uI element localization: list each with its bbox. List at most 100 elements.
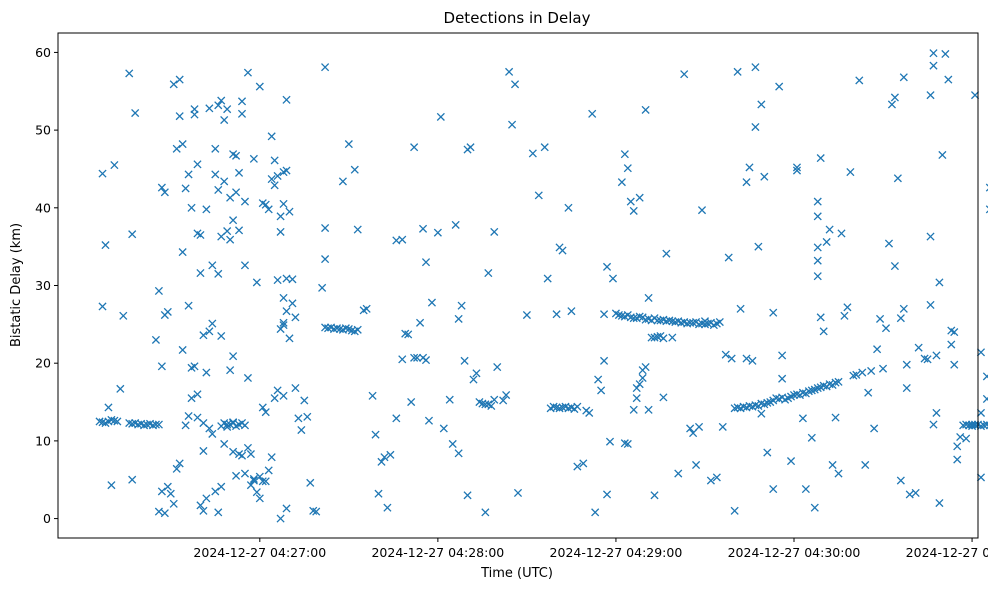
data-point bbox=[858, 368, 867, 377]
data-point bbox=[644, 405, 653, 414]
data-point bbox=[807, 433, 816, 442]
data-point bbox=[689, 429, 698, 438]
data-point bbox=[398, 235, 407, 244]
data-point bbox=[786, 457, 796, 466]
data-point bbox=[979, 421, 988, 430]
data-point bbox=[938, 150, 947, 160]
data-point bbox=[742, 354, 751, 363]
data-point bbox=[745, 163, 754, 172]
data-point bbox=[255, 494, 264, 503]
data-point bbox=[822, 237, 831, 247]
data-point bbox=[962, 420, 971, 429]
data-point bbox=[243, 373, 252, 383]
data-point bbox=[353, 225, 362, 234]
data-point bbox=[549, 402, 558, 411]
data-point bbox=[196, 230, 205, 240]
data-point bbox=[243, 68, 252, 77]
data-point bbox=[629, 206, 638, 215]
data-point bbox=[202, 494, 211, 503]
data-point bbox=[804, 387, 813, 396]
data-point bbox=[303, 412, 312, 421]
data-point bbox=[840, 311, 849, 320]
data-point bbox=[499, 396, 508, 405]
data-point bbox=[935, 498, 944, 508]
data-point bbox=[187, 203, 196, 212]
data-point bbox=[932, 351, 941, 360]
data-point bbox=[98, 169, 107, 178]
data-point bbox=[98, 302, 107, 311]
data-point bbox=[985, 183, 988, 192]
data-point bbox=[421, 356, 431, 365]
data-point bbox=[831, 413, 840, 422]
data-point bbox=[154, 286, 163, 295]
data-point bbox=[107, 415, 116, 424]
data-point bbox=[199, 446, 208, 456]
data-point bbox=[775, 82, 784, 91]
data-point bbox=[721, 350, 730, 359]
data-point bbox=[641, 363, 650, 372]
data-point bbox=[329, 324, 339, 334]
data-marks bbox=[95, 49, 988, 523]
data-point bbox=[279, 318, 288, 327]
data-point bbox=[421, 258, 431, 267]
data-point bbox=[600, 310, 609, 319]
data-point bbox=[751, 122, 760, 132]
data-point bbox=[234, 450, 244, 459]
data-point bbox=[172, 464, 181, 473]
data-point bbox=[976, 473, 986, 482]
data-point bbox=[819, 327, 828, 336]
data-point bbox=[273, 386, 282, 395]
data-point bbox=[834, 377, 843, 386]
data-point bbox=[261, 408, 270, 417]
data-point bbox=[644, 293, 653, 302]
data-point bbox=[469, 375, 478, 384]
data-point bbox=[223, 227, 232, 236]
data-point bbox=[573, 462, 582, 471]
data-point bbox=[264, 205, 273, 214]
data-point bbox=[899, 304, 908, 313]
data-point bbox=[140, 421, 149, 430]
data-point bbox=[736, 304, 745, 313]
data-point bbox=[792, 163, 802, 172]
data-point bbox=[834, 469, 843, 478]
data-point bbox=[154, 420, 163, 429]
data-point bbox=[451, 220, 460, 229]
data-point bbox=[635, 312, 644, 321]
data-point bbox=[157, 487, 166, 496]
data-point bbox=[116, 384, 125, 393]
data-point bbox=[881, 324, 891, 333]
data-point bbox=[321, 63, 330, 72]
data-point bbox=[905, 490, 914, 499]
data-point bbox=[460, 356, 469, 365]
data-point bbox=[864, 388, 873, 397]
data-point bbox=[959, 421, 968, 430]
data-point bbox=[344, 140, 353, 149]
data-point bbox=[757, 100, 766, 109]
data-point bbox=[237, 109, 247, 118]
data-point bbox=[279, 321, 288, 330]
data-point bbox=[160, 188, 169, 197]
data-point bbox=[870, 424, 879, 433]
data-point bbox=[899, 73, 908, 82]
data-point bbox=[567, 307, 576, 316]
data-point bbox=[178, 248, 187, 257]
data-point bbox=[481, 400, 490, 409]
data-point bbox=[890, 262, 899, 271]
data-point bbox=[730, 404, 739, 413]
data-point bbox=[813, 243, 822, 252]
data-point bbox=[623, 164, 632, 173]
data-point bbox=[605, 437, 615, 446]
data-point bbox=[300, 396, 309, 405]
data-point bbox=[217, 482, 226, 491]
data-point bbox=[229, 352, 238, 361]
data-point bbox=[240, 421, 250, 430]
data-point bbox=[282, 274, 291, 283]
data-point bbox=[279, 199, 288, 208]
data-point bbox=[341, 324, 350, 333]
data-point bbox=[211, 144, 220, 153]
data-point bbox=[813, 197, 822, 206]
data-point bbox=[404, 330, 413, 339]
data-point bbox=[962, 434, 971, 443]
data-point bbox=[113, 417, 122, 426]
data-point bbox=[867, 366, 876, 376]
